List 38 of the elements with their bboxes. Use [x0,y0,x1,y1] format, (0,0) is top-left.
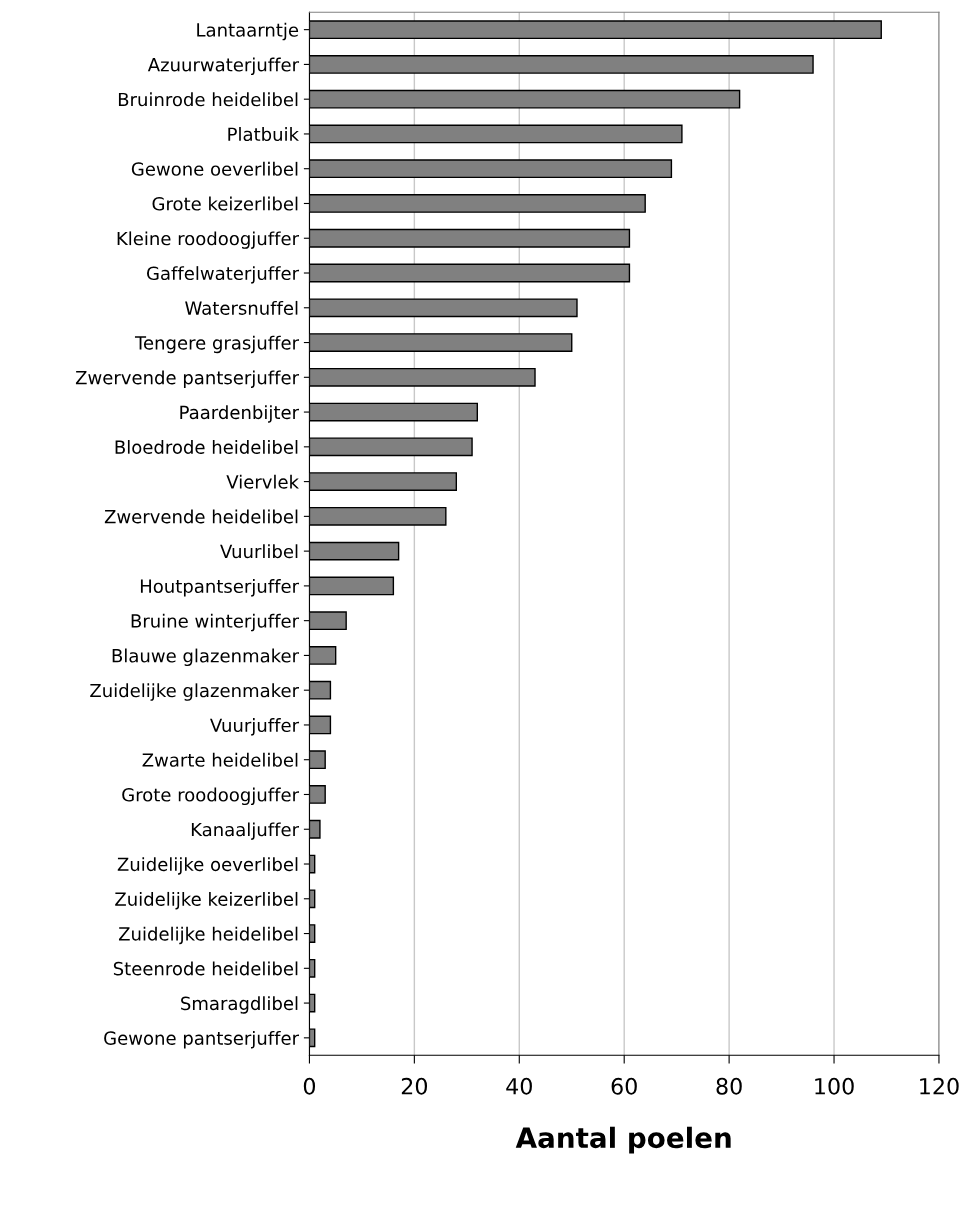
y-tick-label: Steenrode heidelibel [113,961,298,976]
y-tick-label: Zuidelijke keizerlibel [115,891,298,910]
y-tick-label: Blauwe glazenmaker [112,648,300,667]
y-tick-label: Gewone oeverlibel [131,161,298,176]
y-tick-label: Houtpantserjuffer [140,579,300,597]
y-tick-label: Kleine roodoogjuffer [117,231,300,249]
x-tick-label: 60 [611,1077,637,1095]
y-tick-label: Gewone pantserjuffer [104,1030,300,1049]
y-tick-label: Vuurlibel [220,544,298,559]
x-tick-label: 40 [506,1077,532,1095]
x-tick-label: 100 [815,1077,854,1095]
y-tick-label: Gaffelwaterjuffer [147,266,300,284]
y-tick-label: Zuidelijke heidelibel [118,926,298,945]
y-tick-label: Kanaaljuffer [191,822,300,840]
y-tick-label: Zuidelijke oeverlibel [117,857,298,875]
y-tick-label: Bruine winterjuffer [131,613,300,632]
y-tick-label: Platbuik [228,127,299,142]
y-tick-label: Tengere grasjuffer [134,335,300,354]
y-tick-label: Grote keizerlibel [152,196,298,211]
y-tick-label: Grote roodoogjuffer [122,787,300,806]
x-tick-label: 120 [920,1077,959,1095]
y-tick-label: Bruinrode heidelibel [118,92,298,107]
y-tick-label: Viervlek [226,474,299,489]
y-tick-label: Vuurjuffer [210,718,300,736]
y-tick-label: Azuurwaterjuffer [147,57,300,76]
y-tick-label: Lantaarntje [197,22,299,41]
x-tick-label: 0 [303,1077,316,1095]
y-tick-label: Zwarte heidelibel [142,752,298,767]
y-tick-label: Zwervende heidelibel [104,509,298,524]
y-tick-label: Bloedrode heidelibel [115,439,298,454]
x-tick-label: 80 [716,1077,742,1095]
y-tick-label: Smaragdlibel [181,996,298,1014]
y-tick-label: Zwervende pantserjuffer [75,370,300,388]
y-tick-label: Paardenbijter [180,405,300,423]
y-tick-label: Zuidelijke glazenmaker [90,683,300,701]
x-axis-title: Aantal poelen [515,1126,731,1154]
y-tick-label: Watersnuffel [185,300,298,315]
x-tick-label: 20 [401,1077,428,1095]
